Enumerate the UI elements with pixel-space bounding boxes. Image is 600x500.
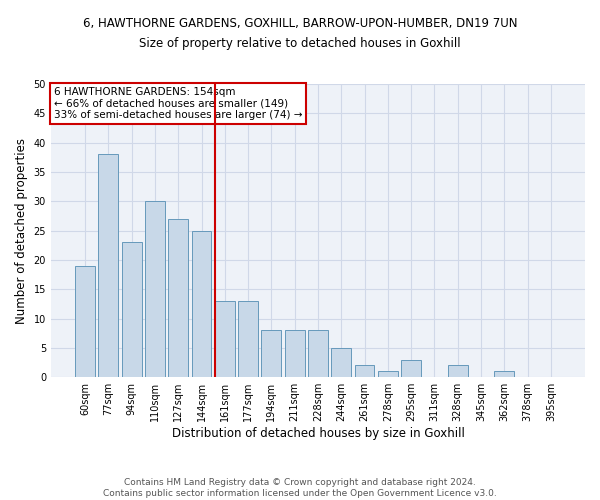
Text: Size of property relative to detached houses in Goxhill: Size of property relative to detached ho… — [139, 38, 461, 51]
Bar — [169, 219, 188, 377]
Bar — [262, 330, 281, 377]
Bar — [145, 202, 165, 377]
Text: 6, HAWTHORNE GARDENS, GOXHILL, BARROW-UPON-HUMBER, DN19 7UN: 6, HAWTHORNE GARDENS, GOXHILL, BARROW-UP… — [83, 18, 517, 30]
Text: 6 HAWTHORNE GARDENS: 154sqm
← 66% of detached houses are smaller (149)
33% of se: 6 HAWTHORNE GARDENS: 154sqm ← 66% of det… — [53, 87, 302, 120]
Text: Contains HM Land Registry data © Crown copyright and database right 2024.
Contai: Contains HM Land Registry data © Crown c… — [103, 478, 497, 498]
Bar — [285, 330, 305, 377]
Bar — [98, 154, 118, 377]
Bar — [238, 301, 258, 377]
Bar — [448, 366, 467, 377]
Bar — [215, 301, 235, 377]
Bar — [401, 360, 421, 377]
Bar — [122, 242, 142, 377]
Bar — [494, 372, 514, 377]
Bar — [308, 330, 328, 377]
Bar — [355, 366, 374, 377]
Bar — [75, 266, 95, 377]
Bar — [331, 348, 351, 377]
X-axis label: Distribution of detached houses by size in Goxhill: Distribution of detached houses by size … — [172, 427, 464, 440]
Y-axis label: Number of detached properties: Number of detached properties — [15, 138, 28, 324]
Bar — [378, 372, 398, 377]
Bar — [191, 230, 211, 377]
